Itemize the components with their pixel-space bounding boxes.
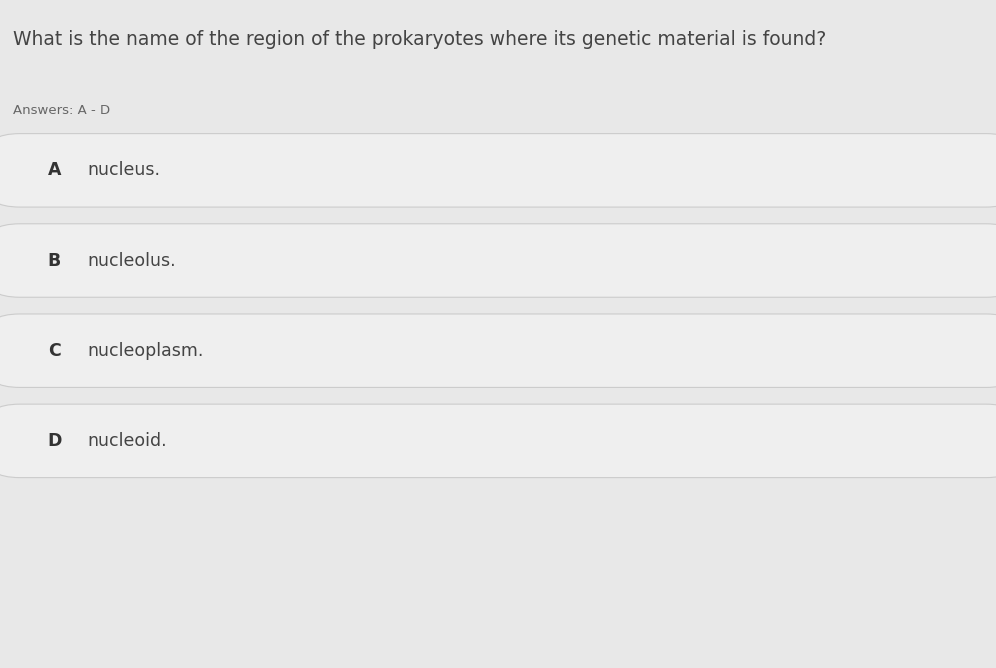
Text: D: D [48,432,62,450]
FancyBboxPatch shape [0,314,996,387]
Text: nucleus.: nucleus. [88,162,160,179]
FancyBboxPatch shape [0,224,996,297]
FancyBboxPatch shape [0,134,996,207]
Text: B: B [48,252,61,269]
Text: Answers: A - D: Answers: A - D [13,104,111,116]
Text: nucleoid.: nucleoid. [88,432,167,450]
Text: A: A [48,162,62,179]
FancyBboxPatch shape [0,404,996,478]
Text: What is the name of the region of the prokaryotes where its genetic material is : What is the name of the region of the pr… [13,30,827,49]
Text: C: C [48,342,61,359]
Text: nucleolus.: nucleolus. [88,252,176,269]
Text: nucleoplasm.: nucleoplasm. [88,342,204,359]
